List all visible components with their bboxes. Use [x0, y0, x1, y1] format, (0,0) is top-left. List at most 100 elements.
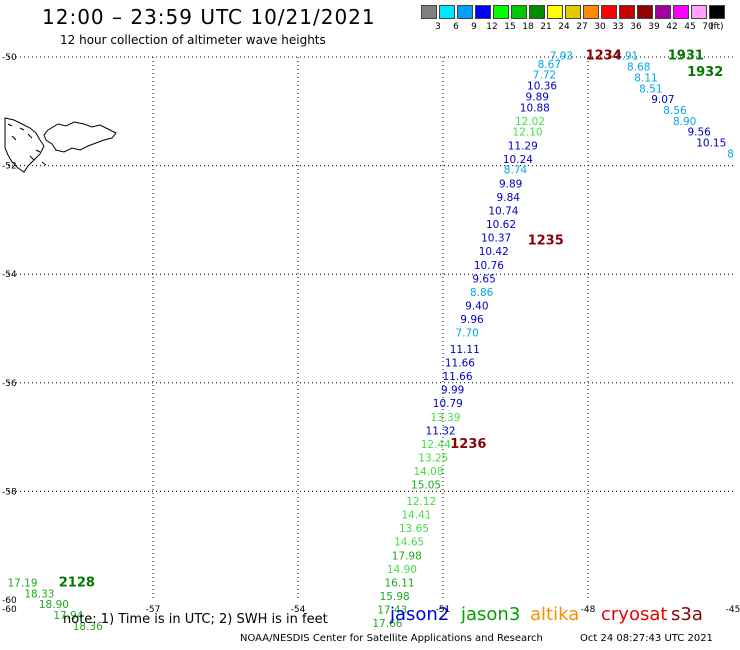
x-tick-label: -54: [291, 605, 306, 615]
wave-height-value: 12.10: [513, 127, 543, 139]
wave-height-value: 12.12: [406, 496, 436, 508]
legend-bin-label: 36: [630, 22, 642, 32]
pass-time-label: 1235: [528, 233, 564, 248]
legend-swatch: [565, 5, 581, 19]
legend-bin-label: 45: [684, 22, 696, 32]
legend-bin-label: 12: [486, 22, 498, 32]
pass-time-label: 1234: [586, 49, 622, 64]
wave-height-value: 9.89: [526, 91, 549, 103]
wave-height-value: 8.91: [615, 51, 638, 63]
wave-height-value: 9.56: [687, 127, 711, 139]
legend-bin-label: 3: [435, 22, 441, 32]
legend-swatch: [511, 5, 527, 19]
wave-height-value: 8.90: [673, 116, 696, 128]
chart-title: 12:00 – 23:59 UTC 10/21/2021: [42, 5, 376, 29]
wave-height-value: 8.86: [470, 287, 494, 299]
legend-swatch: [583, 5, 599, 19]
wave-height-value: 10.76: [474, 260, 504, 272]
wave-height-value: 15.05: [411, 480, 441, 492]
legend-bin-label: 18: [522, 22, 534, 32]
wave-height-value: 10.36: [527, 81, 557, 93]
legend-swatch: [421, 5, 437, 19]
y-tick-label: -50: [2, 53, 17, 63]
wave-height-value: 15.98: [380, 591, 410, 603]
pass-time-label: 1932: [687, 65, 723, 80]
legend-jason3: jason3: [461, 604, 521, 625]
wave-height-value: 11.29: [508, 140, 538, 152]
legend-swatch: [673, 5, 689, 19]
x-tick-label: -45: [726, 605, 740, 615]
west-falkland-outline: [4, 117, 45, 173]
legend-bin-label: 30: [594, 22, 606, 32]
x-tick-label: -57: [146, 605, 161, 615]
legend-swatch: [493, 5, 509, 19]
legend-cryosat: cryosat: [601, 604, 668, 625]
legend-swatch: [691, 5, 707, 19]
legend-jason2: jason2: [390, 604, 450, 625]
wave-height-value: 8.56: [663, 105, 687, 117]
wave-height-value: 17.66: [372, 618, 402, 630]
x-tick-label: -48: [581, 605, 596, 615]
legend-swatch: [637, 5, 653, 19]
wave-height-value: 10.37: [481, 233, 511, 245]
wave-height-value: 14.90: [387, 564, 417, 576]
falkland-islands-coastline: [4, 117, 117, 173]
wave-height-value: 12.02: [515, 116, 545, 128]
legend-bin-label: 24: [558, 22, 570, 32]
wave-height-value: 7.70: [455, 328, 478, 340]
wave-height-value: 16.11: [384, 577, 414, 589]
grid-lines: [8, 56, 733, 600]
axis-tick-labels: -50 -52 -54 -56 -58 -60 -57 -54 -51 -48 -45 -60: [2, 53, 740, 615]
legend-bin-label: 21: [540, 22, 552, 32]
wave-height-value: 10.74: [488, 205, 518, 217]
legend-swatch: [439, 5, 455, 19]
wave-height-value: 9.89: [499, 178, 522, 190]
pass-time-label: 1236: [450, 437, 486, 452]
wave-height-value: 11.32: [426, 425, 456, 437]
footer-note: note: 1) Time is in UTC; 2) SWH is in fe…: [63, 612, 328, 627]
wave-height-value: 13.25: [418, 453, 448, 465]
wave-height-value: 9.96: [460, 314, 484, 326]
legend-unit: (ft): [710, 22, 724, 32]
falkland-sound-islets: [7, 123, 47, 166]
legend-swatch: [619, 5, 635, 19]
wave-height-value: 14.41: [401, 510, 431, 522]
east-falkland-outline: [43, 121, 117, 153]
wave-height-value: 18.90: [39, 599, 69, 611]
wave-height-value: 8.74: [504, 165, 528, 177]
wave-height-value: 18.36: [73, 621, 103, 633]
wave-height-value: 18.33: [24, 588, 54, 600]
wave-height-value: 9.99: [441, 385, 464, 397]
wave-height-value: 10.42: [479, 246, 509, 258]
legend-bin-label: 9: [471, 22, 477, 32]
wave-height-value: 8.67: [538, 59, 561, 71]
legend-swatch: [601, 5, 617, 19]
y-tick-label: -58: [2, 487, 17, 497]
legend-bin-label: 42: [666, 22, 678, 32]
wave-height-value: 11.66: [442, 371, 472, 383]
wave-height-value: 17.94: [53, 610, 83, 622]
x-corner-tick-label: -60: [2, 605, 17, 615]
legend-swatch: [475, 5, 491, 19]
legend-bin-label: 6: [453, 22, 459, 32]
legend-swatch: [457, 5, 473, 19]
wave-height-labels: 7.938.677.7210.369.8910.8812.0212.1011.2…: [7, 51, 733, 633]
wave-height-value: 12.44: [421, 439, 451, 451]
chart-subtitle: 12 hour collection of altimeter wave hei…: [60, 33, 326, 47]
wave-height-value: 8: [727, 148, 734, 160]
legend-bin-label: 39: [648, 22, 660, 32]
legend-bin-label: 15: [504, 22, 516, 32]
pass-time-label: 1931: [668, 49, 704, 64]
wave-height-value: 9.84: [497, 192, 521, 204]
y-tick-label: -60: [2, 596, 17, 606]
wave-height-value: 7.93: [550, 51, 573, 63]
credit-line: NOAA/NESDIS Center for Satellite Applica…: [240, 633, 543, 644]
wave-height-value: 8.11: [634, 72, 657, 84]
wave-height-value: 10.24: [503, 154, 533, 166]
wave-height-value: 9.65: [472, 273, 495, 285]
legend-altika: altika: [530, 604, 580, 625]
wave-height-value: 14.65: [394, 537, 424, 549]
wave-height-value: 17.19: [7, 577, 37, 589]
